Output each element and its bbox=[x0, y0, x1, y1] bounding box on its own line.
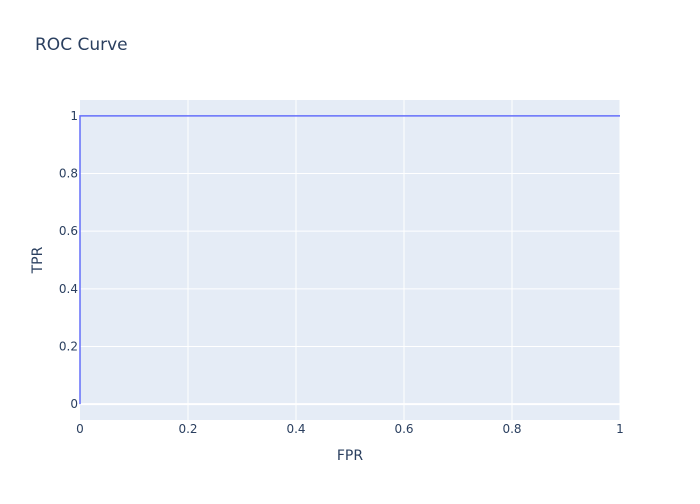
roc-series-line bbox=[79, 115, 620, 405]
x-tick-label: 1 bbox=[616, 422, 624, 436]
x-tick-label: 0.2 bbox=[178, 422, 197, 436]
y-tick-label: 0.6 bbox=[59, 224, 78, 238]
y-tick-label: 0.4 bbox=[59, 282, 78, 296]
y-tick-label: 1 bbox=[70, 109, 78, 123]
series-layer bbox=[79, 115, 620, 405]
plot-background bbox=[80, 100, 620, 420]
y-axis-ticks: 0 0.2 0.4 0.6 0.8 1 bbox=[59, 109, 78, 411]
chart-title: ROC Curve bbox=[35, 35, 128, 55]
y-tick-label: 0.8 bbox=[59, 167, 78, 181]
y-axis-title: TPR bbox=[30, 246, 46, 274]
x-tick-label: 0.4 bbox=[286, 422, 305, 436]
x-tick-label: 0.6 bbox=[394, 422, 413, 436]
x-tick-label: 0.8 bbox=[502, 422, 521, 436]
x-tick-label: 0 bbox=[76, 422, 84, 436]
y-tick-label: 0.2 bbox=[59, 339, 78, 353]
x-axis-title: FPR bbox=[337, 448, 363, 464]
x-axis-ticks: 0 0.2 0.4 0.6 0.8 1 bbox=[76, 422, 624, 436]
y-tick-label: 0 bbox=[70, 397, 78, 411]
